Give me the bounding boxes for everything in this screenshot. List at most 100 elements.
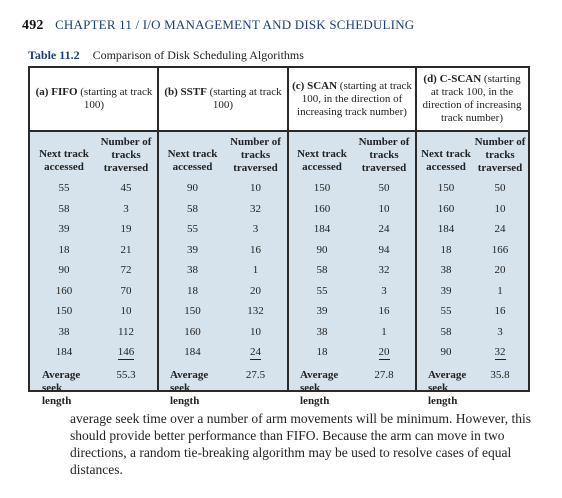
cell-tracks-traversed: 112: [117, 325, 135, 338]
cell-next-track: 184: [437, 223, 455, 235]
cell-next-track: 39: [316, 305, 328, 317]
cell-tracks-traversed: 1: [497, 284, 503, 297]
header-scan: (c) SCAN (starting at track 100, in the …: [292, 79, 412, 118]
cell-next-track: 58: [187, 202, 198, 215]
cell-tracks-traversed: 16: [378, 305, 390, 317]
cell-next-track: 38: [440, 264, 452, 276]
cell-next-track: 184: [313, 223, 331, 235]
cell-next-track: 58: [316, 264, 328, 276]
cell-tracks-traversed: 3: [497, 325, 503, 338]
cell-next-track: 150: [55, 305, 73, 317]
cell-tracks-traversed: 16: [494, 305, 506, 317]
col-header-next-track: Next track accessed: [421, 148, 471, 173]
cell-tracks-traversed: 3: [123, 202, 129, 215]
cell-tracks-traversed: 10: [250, 182, 261, 194]
col-header-next-track: Next track accessed: [167, 148, 218, 173]
cell-tracks-traversed: 132: [247, 305, 264, 317]
average-seek-label: Average seek length: [300, 368, 339, 407]
divider-2: [287, 68, 289, 390]
cell-tracks-traversed: 146: [117, 346, 135, 360]
cell-next-track: 18: [187, 284, 198, 297]
cell-next-track: 55: [440, 305, 452, 317]
disk-scheduling-table: (a) FIFO (starting at track 100) (b) SST…: [28, 66, 530, 407]
cell-tracks-traversed: 20: [378, 346, 390, 360]
cell-next-track: 160: [437, 202, 455, 215]
table-body: Next track accessed Number of tracks trav…: [30, 132, 528, 407]
cell-tracks-traversed: 24: [250, 346, 261, 360]
cell-tracks-traversed: 94: [378, 243, 390, 256]
cell-next-track: 55: [187, 223, 198, 235]
cell-next-track: 58: [58, 202, 70, 215]
table-title: Comparison of Disk Scheduling Algorithms: [92, 48, 304, 62]
average-seek-value: 27.5: [245, 368, 266, 381]
cell-next-track: 18: [440, 243, 452, 256]
cell-tracks-traversed: 24: [378, 223, 390, 235]
cell-tracks-traversed: 32: [378, 264, 390, 276]
col-header-num-tracks: Number of tracks traversed: [100, 136, 152, 174]
cell-next-track: 39: [187, 243, 198, 256]
cell-next-track: 55: [58, 182, 70, 194]
col-header-num-tracks: Number of tracks traversed: [358, 136, 410, 174]
table-number: Table 11.2: [28, 48, 80, 62]
cell-next-track: 55: [316, 284, 328, 297]
cell-next-track: 90: [187, 182, 198, 194]
cell-tracks-traversed: 1: [381, 325, 387, 338]
cell-next-track: 39: [58, 223, 70, 235]
cell-next-track: 38: [187, 264, 198, 276]
running-head: 492 CHAPTER 11 / I/O MANAGEMENT AND DISK…: [22, 17, 414, 34]
cell-tracks-traversed: 3: [381, 284, 387, 297]
cell-tracks-traversed: 20: [250, 284, 261, 297]
cell-next-track: 90: [316, 243, 328, 256]
cell-next-track: 18: [316, 346, 328, 358]
cell-tracks-traversed: 21: [120, 243, 132, 256]
cell-next-track: 150: [437, 182, 455, 194]
cell-next-track: 184: [55, 346, 73, 358]
cell-tracks-traversed: 72: [120, 264, 132, 276]
table-header-row: (a) FIFO (starting at track 100) (b) SST…: [30, 68, 528, 132]
cell-tracks-traversed: 19: [120, 223, 132, 235]
cell-tracks-traversed: 20: [494, 264, 506, 276]
chapter-title: CHAPTER 11 / I/O MANAGEMENT AND DISK SCH…: [55, 17, 415, 32]
cell-tracks-traversed: 10: [120, 305, 132, 317]
cell-tracks-traversed: 32: [250, 202, 261, 215]
cell-tracks-traversed: 50: [494, 182, 506, 194]
page-number: 492: [22, 18, 44, 33]
cell-tracks-traversed: 70: [120, 284, 132, 297]
header-cscan: (d) C-SCAN (starting at track 100, in th…: [422, 73, 522, 124]
header-fifo: (a) FIFO (starting at track 100): [35, 86, 153, 111]
col-header-next-track: Next track accessed: [39, 148, 89, 173]
divider-3: [415, 68, 417, 390]
cell-next-track: 38: [316, 325, 328, 338]
average-seek-label: Average seek length: [428, 368, 467, 407]
divider-1: [157, 68, 159, 390]
average-seek-label: Average seek length: [170, 368, 209, 407]
header-sstf: (b) SSTF (starting at track 100): [164, 86, 282, 111]
col-header-num-tracks: Number of tracks traversed: [474, 136, 526, 174]
cell-next-track: 184: [184, 346, 201, 358]
cell-tracks-traversed: 32: [494, 346, 506, 360]
average-seek-label: Average seek length: [42, 368, 81, 407]
cell-tracks-traversed: 50: [378, 182, 390, 194]
cell-tracks-traversed: 10: [494, 202, 506, 215]
cell-next-track: 58: [440, 325, 452, 338]
col-header-num-tracks: Number of tracks traversed: [230, 136, 281, 174]
cell-next-track: 160: [55, 284, 73, 297]
average-seek-value: 55.3: [116, 368, 136, 381]
cell-next-track: 90: [440, 346, 452, 358]
cell-next-track: 150: [313, 182, 331, 194]
cell-next-track: 150: [184, 305, 201, 317]
cell-tracks-traversed: 16: [250, 243, 261, 256]
cell-tracks-traversed: 45: [120, 182, 132, 194]
cell-next-track: 160: [313, 202, 331, 215]
cell-tracks-traversed: 3: [252, 223, 259, 235]
cell-tracks-traversed: 10: [378, 202, 390, 215]
average-seek-value: 27.8: [374, 368, 394, 381]
cell-next-track: 160: [184, 325, 201, 338]
cell-next-track: 38: [58, 325, 70, 338]
cell-next-track: 18: [58, 243, 70, 256]
average-seek-value: 35.8: [490, 368, 510, 381]
cell-tracks-traversed: 10: [250, 325, 261, 338]
cell-tracks-traversed: 166: [491, 243, 509, 256]
cell-tracks-traversed: 24: [494, 223, 506, 235]
cell-next-track: 90: [58, 264, 70, 276]
